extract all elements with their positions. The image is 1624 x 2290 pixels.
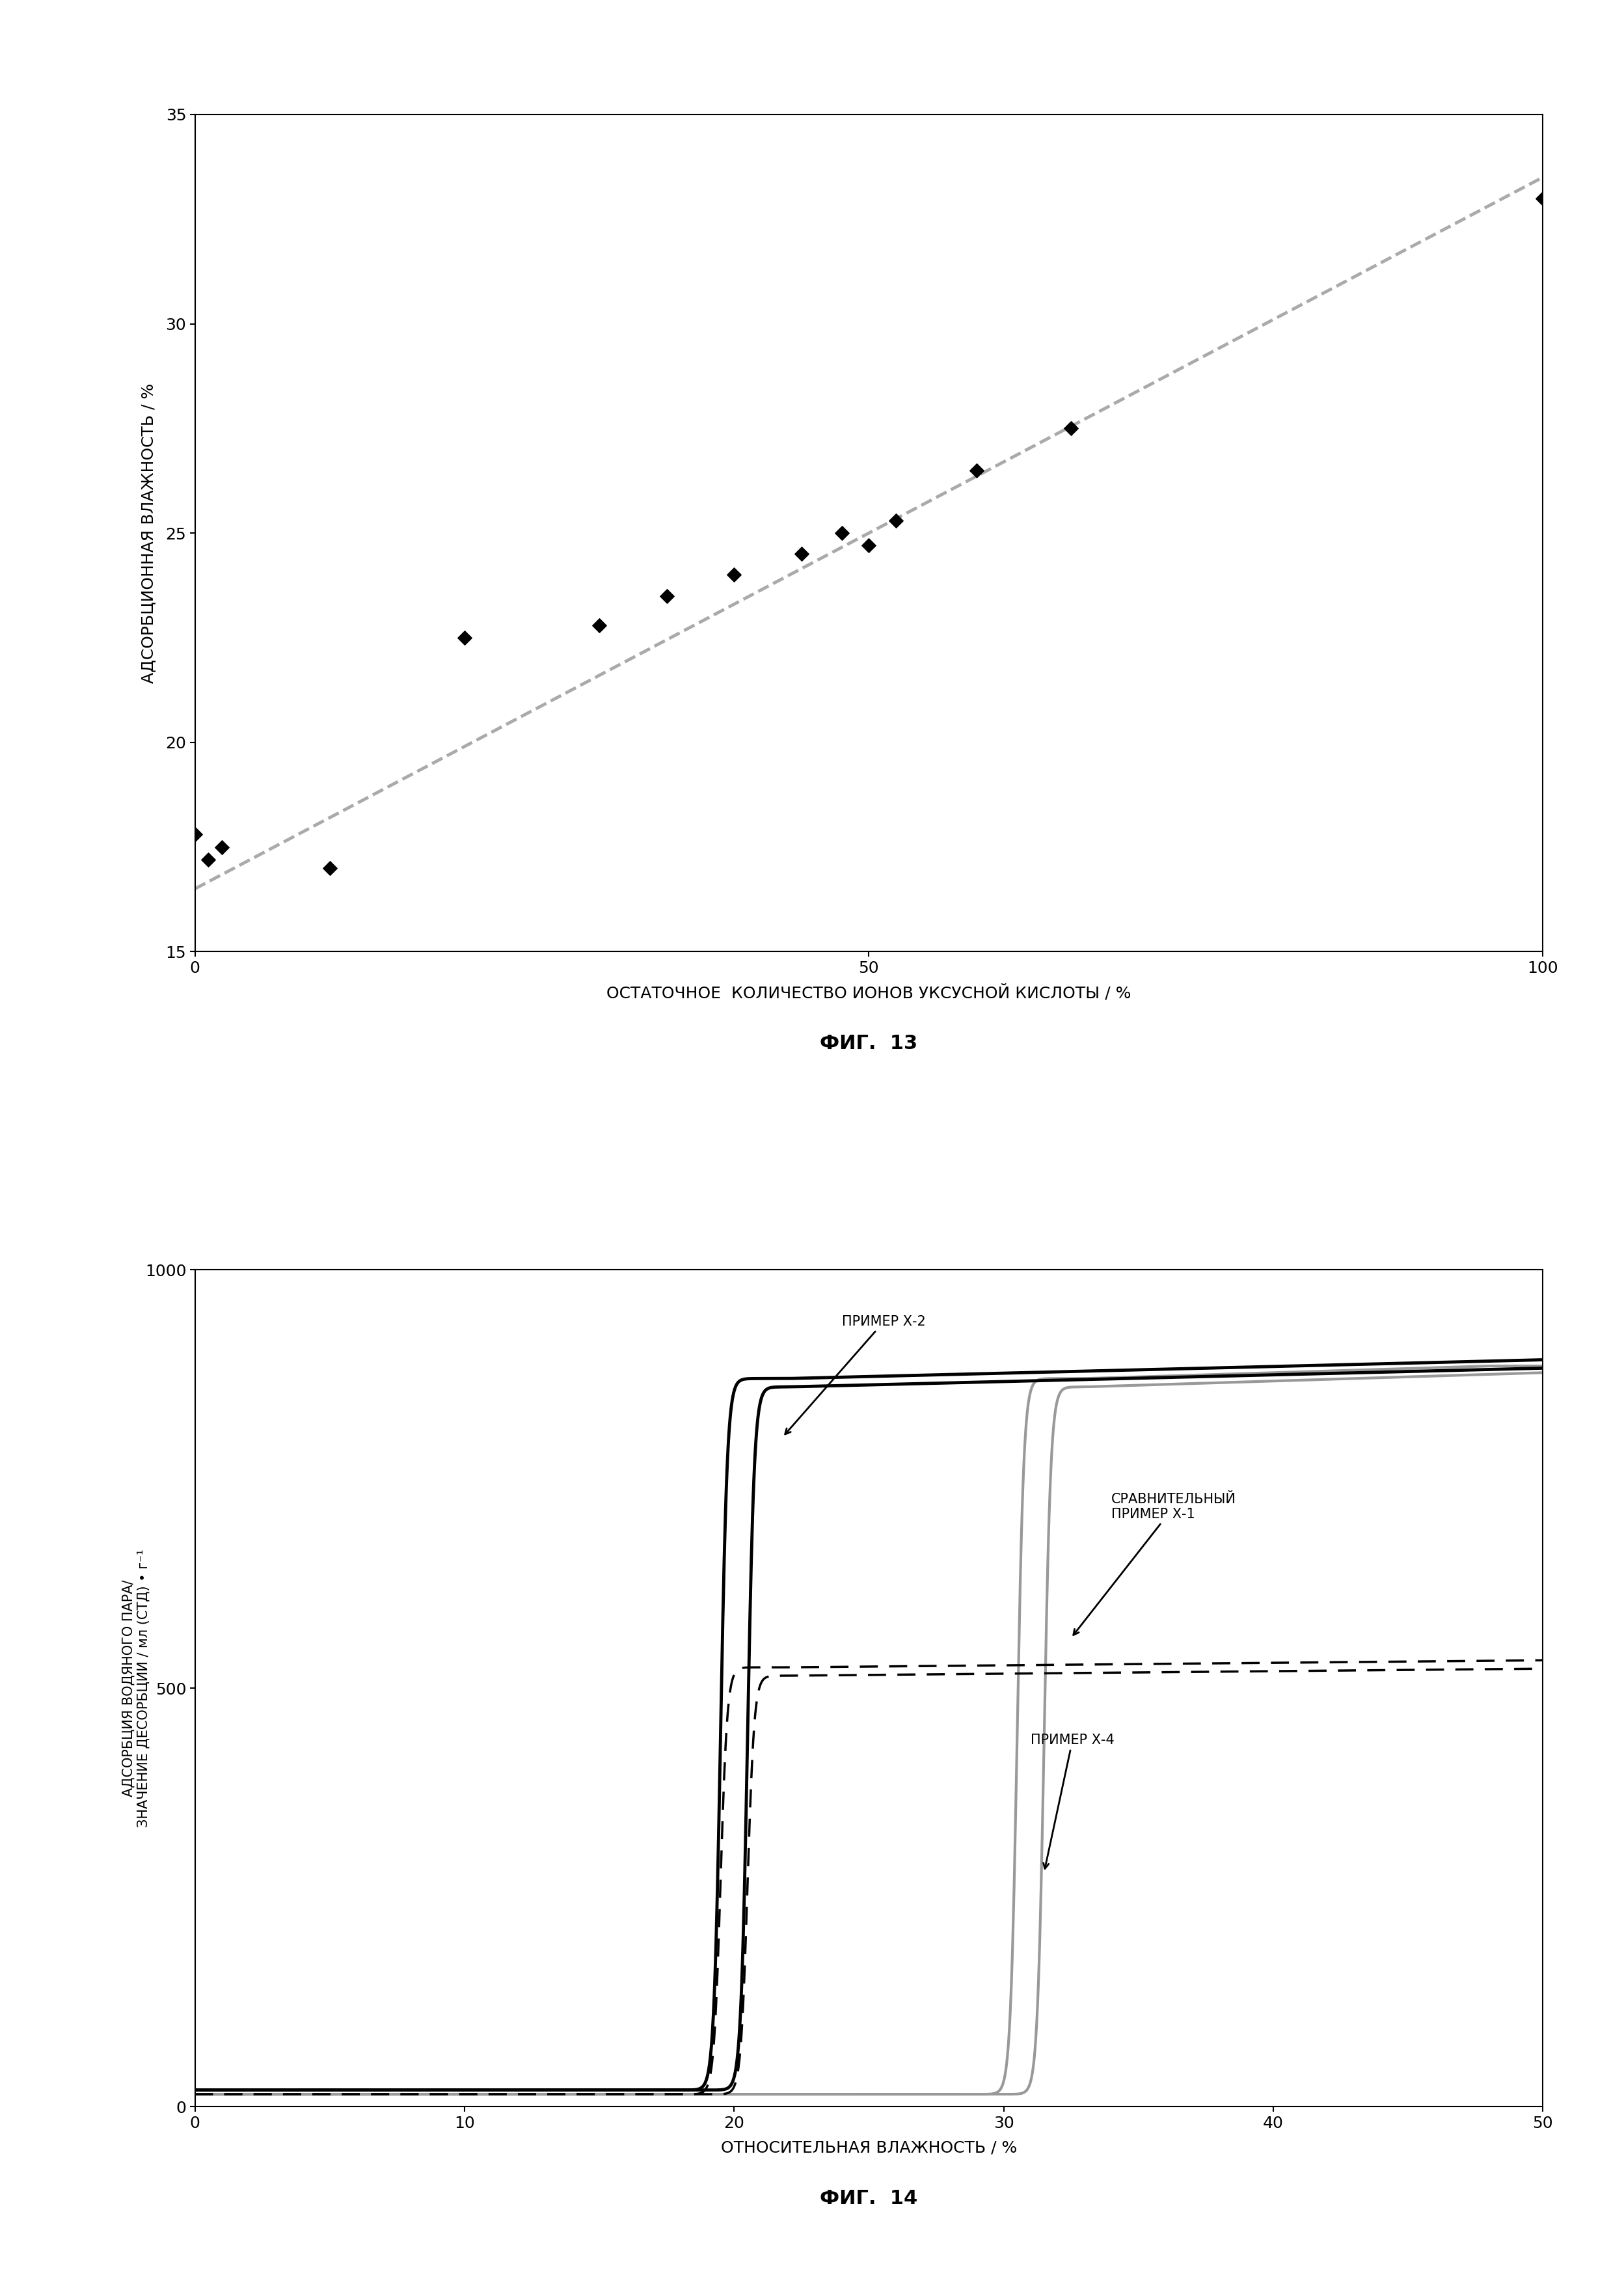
- Point: [317, 850, 343, 886]
- Point: [721, 556, 747, 593]
- X-axis label: ОТНОСИТЕЛЬНАЯ ВЛАЖНОСТЬ / %: ОТНОСИТЕЛЬНАЯ ВЛАЖНОСТЬ / %: [721, 2141, 1017, 2155]
- Point: [451, 618, 477, 655]
- Point: [1530, 181, 1556, 218]
- Point: [1057, 410, 1083, 447]
- Point: [828, 515, 854, 552]
- X-axis label: ОСТАТОЧНОЕ  КОЛИЧЕСТВО ИОНОВ УКСУСНОЙ КИСЛОТЫ / %: ОСТАТОЧНОЕ КОЛИЧЕСТВО ИОНОВ УКСУСНОЙ КИС…: [606, 985, 1132, 1001]
- Y-axis label: АДСОРБЦИЯ ВОДЯНОГО ПАРА/
ЗНАЧЕНИЕ ДЕСОРБЦИИ / мл (СТД) • г⁻¹: АДСОРБЦИЯ ВОДЯНОГО ПАРА/ ЗНАЧЕНИЕ ДЕСОРБ…: [122, 1548, 149, 1827]
- Point: [653, 577, 679, 614]
- Point: [195, 840, 221, 877]
- Y-axis label: АДСОРБЦИОННАЯ ВЛАЖНОСТЬ / %: АДСОРБЦИОННАЯ ВЛАЖНОСТЬ / %: [141, 382, 156, 682]
- Point: [883, 502, 909, 538]
- Text: ФИГ.  13: ФИГ. 13: [820, 1033, 918, 1053]
- Text: ПРИМЕР Х-4: ПРИМЕР Х-4: [1031, 1734, 1114, 1869]
- Text: ФИГ.  14: ФИГ. 14: [820, 2189, 918, 2208]
- Point: [586, 607, 612, 643]
- Point: [856, 527, 882, 563]
- Text: СРАВНИТЕЛЬНЫЙ
ПРИМЕР Х-1: СРАВНИТЕЛЬНЫЙ ПРИМЕР Х-1: [1073, 1493, 1236, 1635]
- Point: [788, 536, 814, 572]
- Point: [182, 815, 208, 852]
- Point: [209, 829, 235, 866]
- Point: [963, 451, 989, 488]
- Text: ПРИМЕР Х-2: ПРИМЕР Х-2: [784, 1314, 926, 1434]
